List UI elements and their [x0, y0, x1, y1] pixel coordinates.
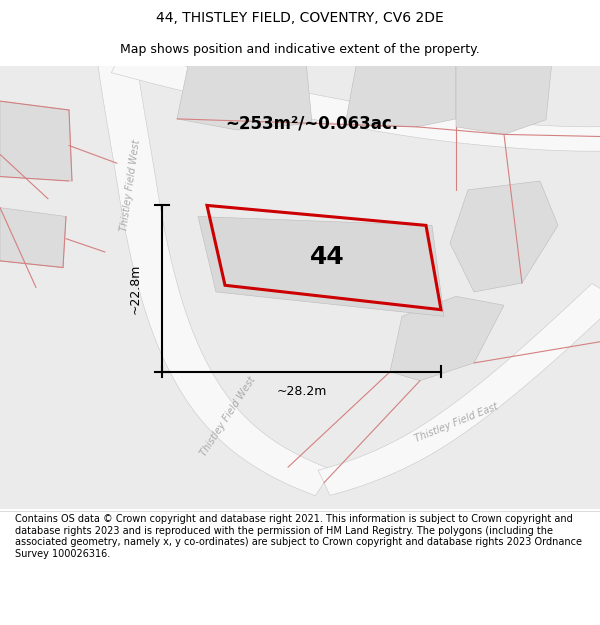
Text: ~22.8m: ~22.8m [128, 263, 142, 314]
Text: ~253m²/~0.063ac.: ~253m²/~0.063ac. [226, 114, 398, 132]
Text: 44, THISTLEY FIELD, COVENTRY, CV6 2DE: 44, THISTLEY FIELD, COVENTRY, CV6 2DE [156, 11, 444, 26]
Text: ~28.2m: ~28.2m [277, 385, 326, 398]
Polygon shape [0, 101, 72, 181]
Text: Thistley Field West: Thistley Field West [199, 374, 257, 458]
Polygon shape [456, 61, 552, 134]
Polygon shape [450, 181, 558, 292]
Polygon shape [390, 296, 504, 381]
Text: Contains OS data © Crown copyright and database right 2021. This information is : Contains OS data © Crown copyright and d… [15, 514, 582, 559]
Polygon shape [0, 208, 66, 268]
Text: Thistley Field West: Thistley Field West [119, 139, 142, 232]
Text: Thistley Field East: Thistley Field East [413, 401, 499, 444]
Text: Map shows position and indicative extent of the property.: Map shows position and indicative extent… [120, 42, 480, 56]
Text: 44: 44 [310, 246, 344, 269]
Polygon shape [177, 61, 312, 130]
Polygon shape [345, 61, 456, 127]
Polygon shape [198, 216, 444, 316]
Polygon shape [112, 50, 600, 151]
Polygon shape [98, 60, 332, 496]
Polygon shape [318, 284, 600, 496]
